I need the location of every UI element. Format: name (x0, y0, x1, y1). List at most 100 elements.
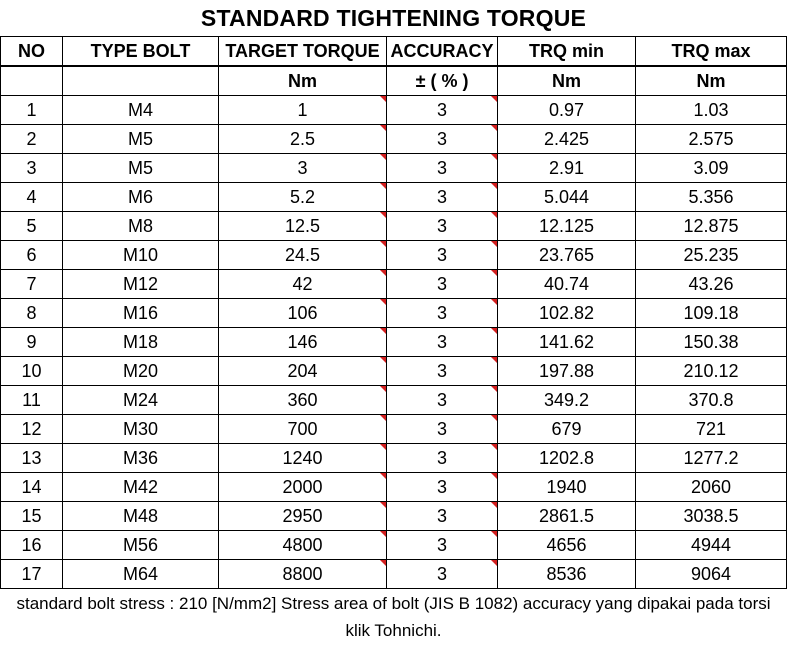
comment-indicator-icon[interactable] (491, 386, 497, 392)
cell-no[interactable]: 17 (0, 559, 63, 589)
comment-indicator-icon[interactable] (380, 154, 386, 160)
cell-trq-min[interactable]: 8536 (497, 559, 636, 589)
comment-indicator-icon[interactable] (380, 357, 386, 363)
comment-indicator-icon[interactable] (380, 96, 386, 102)
cell-type-bolt[interactable]: M48 (62, 501, 219, 531)
comment-indicator-icon[interactable] (491, 270, 497, 276)
cell-trq-min[interactable]: 2.91 (497, 153, 636, 183)
cell-target-torque[interactable]: 2000 (218, 472, 387, 502)
cell-accuracy[interactable]: 3 (386, 356, 498, 386)
cell-trq-min[interactable]: 2861.5 (497, 501, 636, 531)
cell-type-bolt[interactable]: M42 (62, 472, 219, 502)
cell-no[interactable]: 6 (0, 240, 63, 270)
comment-indicator-icon[interactable] (380, 299, 386, 305)
cell-accuracy[interactable]: 3 (386, 269, 498, 299)
cell-no[interactable]: 13 (0, 443, 63, 473)
cell-trq-min[interactable]: 1940 (497, 472, 636, 502)
unit-accuracy[interactable]: ± ( % ) (386, 65, 498, 96)
cell-type-bolt[interactable]: M18 (62, 327, 219, 357)
comment-indicator-icon[interactable] (380, 444, 386, 450)
cell-type-bolt[interactable]: M12 (62, 269, 219, 299)
cell-trq-min[interactable]: 5.044 (497, 182, 636, 212)
cell-target-torque[interactable]: 3 (218, 153, 387, 183)
cell-no[interactable]: 3 (0, 153, 63, 183)
cell-trq-max[interactable]: 12.875 (635, 211, 787, 241)
cell-accuracy[interactable]: 3 (386, 153, 498, 183)
cell-trq-max[interactable]: 1.03 (635, 95, 787, 125)
cell-accuracy[interactable]: 3 (386, 298, 498, 328)
comment-indicator-icon[interactable] (380, 328, 386, 334)
cell-target-torque[interactable]: 700 (218, 414, 387, 444)
cell-target-torque[interactable]: 4800 (218, 530, 387, 560)
cell-no[interactable]: 5 (0, 211, 63, 241)
comment-indicator-icon[interactable] (491, 560, 497, 566)
cell-accuracy[interactable]: 3 (386, 124, 498, 154)
cell-target-torque[interactable]: 12.5 (218, 211, 387, 241)
cell-accuracy[interactable]: 3 (386, 327, 498, 357)
cell-accuracy[interactable]: 3 (386, 95, 498, 125)
cell-trq-min[interactable]: 1202.8 (497, 443, 636, 473)
cell-target-torque[interactable]: 360 (218, 385, 387, 415)
cell-trq-max[interactable]: 1277.2 (635, 443, 787, 473)
cell-no[interactable]: 8 (0, 298, 63, 328)
cell-target-torque[interactable]: 24.5 (218, 240, 387, 270)
cell-no[interactable]: 16 (0, 530, 63, 560)
cell-accuracy[interactable]: 3 (386, 472, 498, 502)
cell-no[interactable]: 15 (0, 501, 63, 531)
cell-trq-min[interactable]: 197.88 (497, 356, 636, 386)
cell-target-torque[interactable]: 146 (218, 327, 387, 357)
cell-trq-max[interactable]: 2.575 (635, 124, 787, 154)
cell-type-bolt[interactable]: M10 (62, 240, 219, 270)
cell-trq-min[interactable]: 141.62 (497, 327, 636, 357)
cell-target-torque[interactable]: 204 (218, 356, 387, 386)
comment-indicator-icon[interactable] (491, 502, 497, 508)
cell-trq-max[interactable]: 43.26 (635, 269, 787, 299)
cell-trq-max[interactable]: 721 (635, 414, 787, 444)
cell-trq-max[interactable]: 3.09 (635, 153, 787, 183)
comment-indicator-icon[interactable] (491, 473, 497, 479)
unit-target-torque[interactable]: Nm (218, 65, 387, 96)
header-type-bolt[interactable]: TYPE BOLT (62, 36, 219, 67)
cell-trq-min[interactable]: 679 (497, 414, 636, 444)
comment-indicator-icon[interactable] (380, 415, 386, 421)
cell-trq-max[interactable]: 25.235 (635, 240, 787, 270)
comment-indicator-icon[interactable] (491, 212, 497, 218)
cell-target-torque[interactable]: 2.5 (218, 124, 387, 154)
unit-trq-min[interactable]: Nm (497, 65, 636, 96)
cell-type-bolt[interactable]: M20 (62, 356, 219, 386)
comment-indicator-icon[interactable] (491, 96, 497, 102)
cell-trq-max[interactable]: 150.38 (635, 327, 787, 357)
cell-trq-max[interactable]: 370.8 (635, 385, 787, 415)
comment-indicator-icon[interactable] (380, 531, 386, 537)
cell-type-bolt[interactable]: M16 (62, 298, 219, 328)
cell-target-torque[interactable]: 42 (218, 269, 387, 299)
comment-indicator-icon[interactable] (380, 270, 386, 276)
cell-type-bolt[interactable]: M8 (62, 211, 219, 241)
cell-accuracy[interactable]: 3 (386, 443, 498, 473)
cell-no[interactable]: 2 (0, 124, 63, 154)
cell-trq-max[interactable]: 109.18 (635, 298, 787, 328)
comment-indicator-icon[interactable] (491, 415, 497, 421)
cell-trq-min[interactable]: 349.2 (497, 385, 636, 415)
cell-accuracy[interactable]: 3 (386, 240, 498, 270)
unit-trq-max[interactable]: Nm (635, 65, 787, 96)
cell-accuracy[interactable]: 3 (386, 501, 498, 531)
cell-type-bolt[interactable]: M30 (62, 414, 219, 444)
cell-trq-min[interactable]: 4656 (497, 530, 636, 560)
cell-trq-min[interactable]: 102.82 (497, 298, 636, 328)
cell-trq-min[interactable]: 23.765 (497, 240, 636, 270)
cell-trq-max[interactable]: 2060 (635, 472, 787, 502)
cell-accuracy[interactable]: 3 (386, 385, 498, 415)
cell-target-torque[interactable]: 2950 (218, 501, 387, 531)
cell-no[interactable]: 12 (0, 414, 63, 444)
cell-type-bolt[interactable]: M24 (62, 385, 219, 415)
comment-indicator-icon[interactable] (380, 183, 386, 189)
comment-indicator-icon[interactable] (380, 502, 386, 508)
cell-target-torque[interactable]: 1 (218, 95, 387, 125)
header-trq-max[interactable]: TRQ max (635, 36, 787, 67)
cell-type-bolt[interactable]: M4 (62, 95, 219, 125)
header-accuracy[interactable]: ACCURACY (386, 36, 498, 67)
cell-trq-max[interactable]: 4944 (635, 530, 787, 560)
cell-no[interactable]: 1 (0, 95, 63, 125)
cell-trq-max[interactable]: 5.356 (635, 182, 787, 212)
